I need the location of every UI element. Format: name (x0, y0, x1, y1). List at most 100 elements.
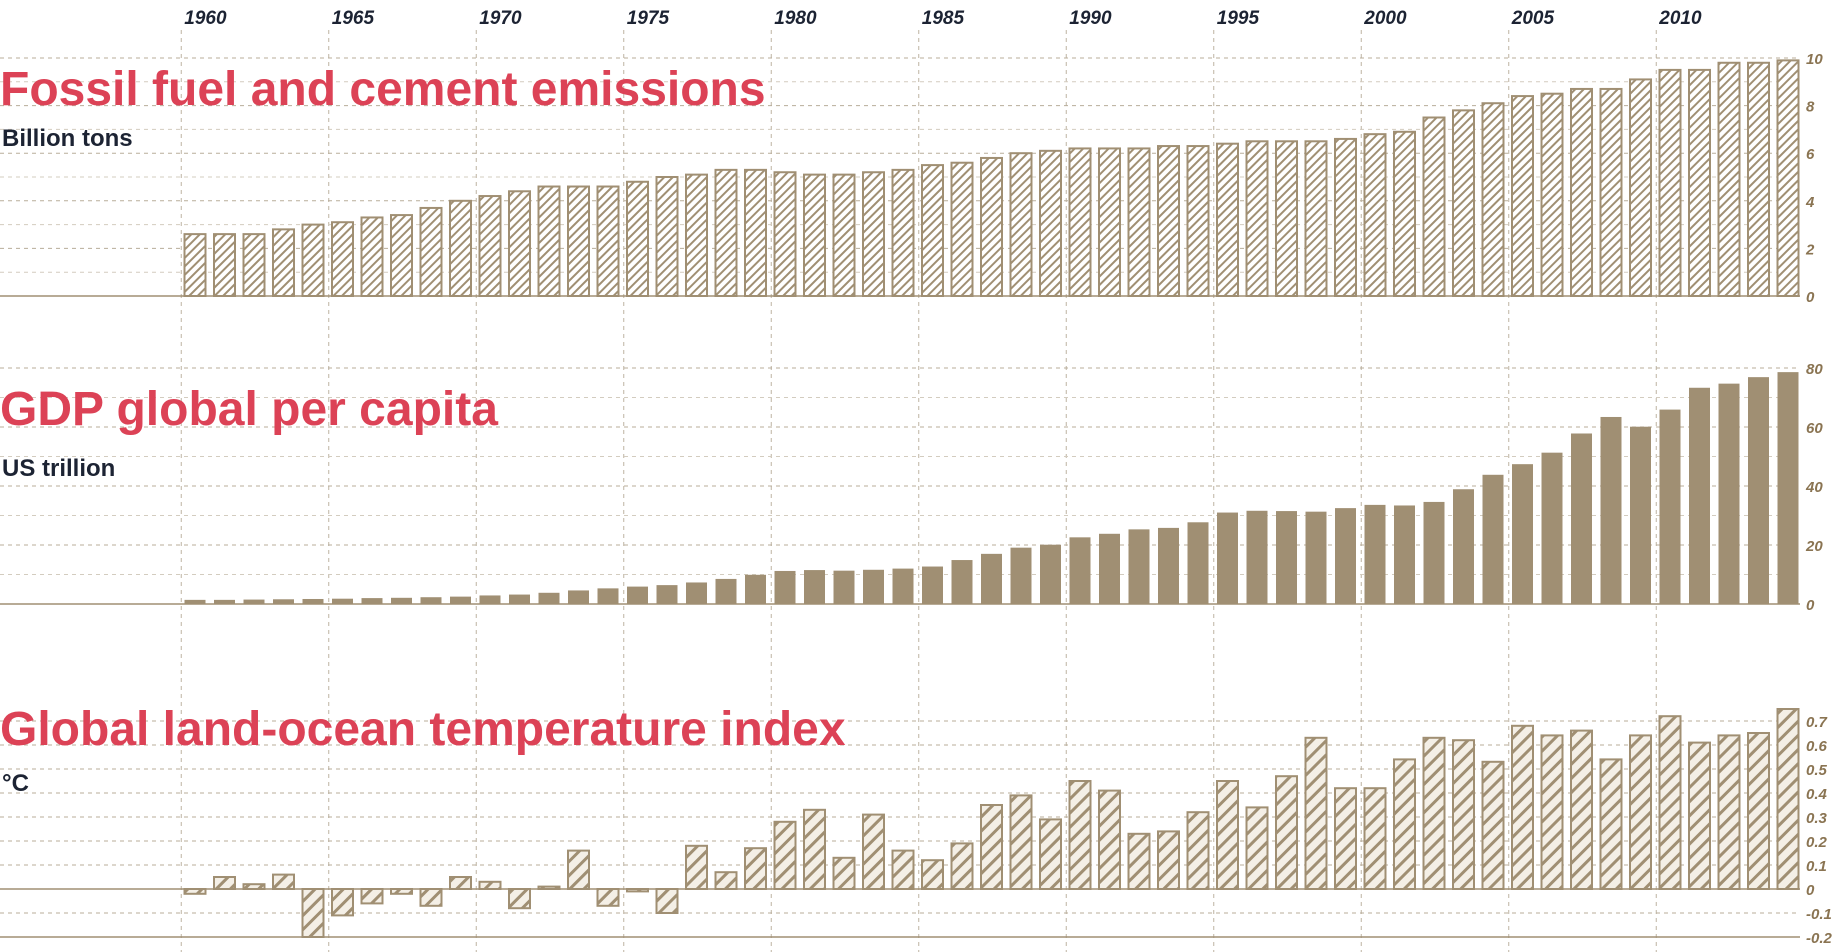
bar-1987 (981, 553, 1002, 604)
x-axis-year-labels: 1960 1965 1970 1975 1980 1985 1990 1995 2000 2005… (184, 8, 1702, 29)
bar-1988 (1009, 794, 1033, 891)
bar-1971 (509, 594, 530, 604)
bar-2004 (1481, 102, 1505, 297)
bar-2003 (1453, 489, 1474, 604)
bar-1988 (1009, 152, 1033, 297)
bar-1977 (686, 582, 707, 604)
bar-1968 (419, 206, 443, 297)
panel-title: GDP global per capita (0, 383, 498, 436)
bar-2013 (1747, 732, 1770, 890)
bar-1971 (508, 888, 531, 910)
bar-1962 (242, 233, 266, 297)
bar-1982 (833, 570, 855, 604)
bar-2001 (1393, 758, 1416, 891)
bar-2011 (1688, 741, 1711, 890)
bar-1966 (361, 598, 383, 604)
bar-1994 (1186, 811, 1210, 891)
bar-2007 (1571, 433, 1592, 604)
bar-1979 (744, 847, 767, 891)
bar-2014 (1777, 372, 1799, 604)
bar-2003 (1452, 109, 1475, 297)
bar-2000 (1364, 504, 1386, 604)
year-label-2000: 2000 (1363, 8, 1407, 29)
bar-2010 (1658, 68, 1682, 298)
bar-2012 (1717, 734, 1741, 891)
y-tick-label: 80 (1806, 361, 1823, 378)
bar-1962 (242, 883, 266, 891)
bar-1997 (1275, 140, 1298, 297)
bar-1988 (1010, 547, 1032, 604)
bar-1998 (1304, 736, 1328, 890)
bar-1961 (213, 233, 236, 297)
y-tick-label: 0.5 (1806, 762, 1828, 779)
bar-2004 (1482, 474, 1504, 604)
bar-1972 (537, 885, 561, 890)
panel-2: 0 20 40 60 80 GDP global per capita US trillio… (0, 361, 1823, 614)
bar-1991 (1099, 533, 1120, 604)
panel-unit: US trillion (2, 455, 115, 482)
year-label-1995: 1995 (1217, 8, 1260, 29)
bar-1984 (892, 568, 914, 604)
bar-1973 (567, 849, 590, 890)
bar-1999 (1334, 137, 1357, 297)
vertical-gridlines (180, 30, 1657, 952)
bar-1961 (213, 876, 236, 890)
panel-3: -0.2 -0.1 0 0.1 0.2 0.3 0.4 0.5 0.6 0.7 Global lan… (0, 703, 1833, 947)
y-tick-label: 0.7 (1806, 714, 1828, 731)
bar-1963 (273, 599, 294, 604)
bar-1967 (390, 888, 413, 895)
y-tick-label: 0.4 (1806, 786, 1828, 803)
bar-1998 (1305, 511, 1327, 604)
bar-1985 (921, 164, 944, 297)
bar-1992 (1128, 529, 1150, 604)
bar-1998 (1304, 140, 1328, 297)
bar-1976 (655, 176, 679, 297)
bar-1979 (744, 168, 767, 297)
bar-1990 (1068, 780, 1092, 890)
y-tick-label: 0 (1806, 882, 1815, 899)
year-label-1990: 1990 (1069, 8, 1112, 29)
bar-1962 (243, 599, 265, 604)
y-tick-label: 0.3 (1806, 810, 1828, 827)
bar-1972 (538, 592, 560, 604)
bar-1966 (360, 888, 384, 905)
bar-2002 (1422, 736, 1446, 890)
bar-1992 (1127, 832, 1151, 890)
year-label-1970: 1970 (479, 8, 522, 29)
bar-1971 (508, 190, 531, 297)
panel-unit: °C (2, 770, 29, 797)
bar-1994 (1187, 522, 1209, 604)
bar-2010 (1659, 409, 1681, 604)
bar-1969 (450, 596, 471, 604)
y-tick-label: 0 (1806, 289, 1815, 306)
bar-1989 (1039, 818, 1062, 891)
bar-1969 (449, 876, 472, 890)
bar-1983 (863, 569, 884, 604)
bar-2007 (1570, 87, 1593, 297)
bar-2003 (1452, 739, 1475, 891)
bar-1965 (332, 598, 353, 604)
bar-1995 (1217, 512, 1238, 604)
y-tick-label: 60 (1806, 420, 1823, 437)
bar-1992 (1127, 147, 1151, 297)
bar-2006 (1540, 734, 1564, 891)
bar-1983 (862, 171, 885, 298)
y-tick-label: -0.1 (1806, 906, 1832, 923)
bar-1996 (1245, 140, 1269, 297)
bar-1974 (596, 185, 620, 298)
bar-1968 (420, 597, 442, 604)
bar-2001 (1393, 130, 1416, 297)
year-label-1975: 1975 (627, 8, 670, 29)
panel-unit: Billion tons (2, 125, 133, 152)
bar-1982 (832, 173, 856, 297)
y-tick-label: 2 (1805, 241, 1815, 258)
bar-1997 (1275, 775, 1298, 891)
bar-1972 (537, 185, 561, 298)
bar-2006 (1541, 452, 1563, 604)
y-tick-label: 10 (1806, 51, 1823, 68)
bar-2014 (1776, 59, 1800, 297)
bar-1970 (479, 595, 501, 604)
bar-1975 (626, 888, 649, 893)
bar-1981 (803, 173, 826, 297)
bar-1986 (950, 161, 974, 297)
